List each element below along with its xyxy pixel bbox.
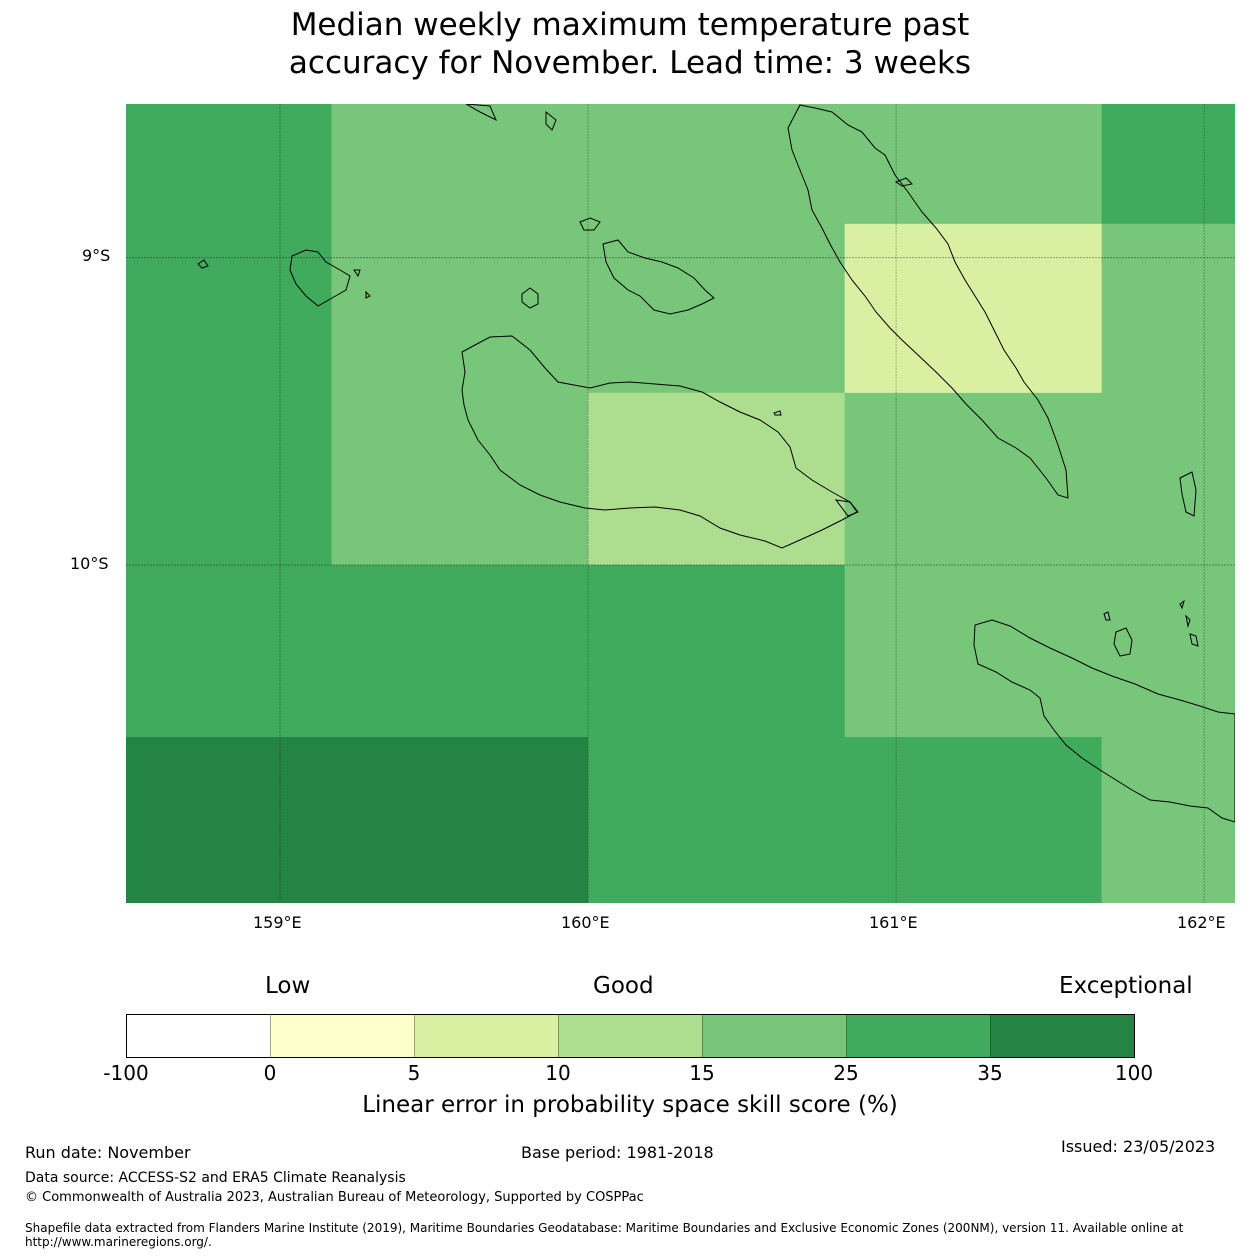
y-tick-label: 9°S	[82, 246, 111, 265]
skill-cell	[844, 104, 1103, 225]
shapefile-credit: Shapefile data extracted from Flanders M…	[25, 1221, 1184, 1249]
colorbar-tick-label: 100	[1114, 1061, 1154, 1085]
colorbar-swatch	[846, 1014, 991, 1058]
islet	[579, 217, 601, 231]
chart-title: Median weekly maximum temperature past a…	[0, 6, 1260, 82]
islet	[197, 259, 209, 269]
skill-cell	[588, 564, 846, 738]
copyright: © Commonwealth of Australia 2023, Austra…	[25, 1190, 644, 1205]
colorbar-tick-label: 25	[833, 1061, 859, 1085]
makira-coastline	[973, 619, 1235, 823]
islet	[1189, 633, 1199, 647]
skill-cell	[588, 392, 846, 566]
skill-cell	[126, 392, 332, 566]
islet	[773, 410, 782, 416]
islet	[545, 110, 557, 131]
savo-coastline	[521, 287, 539, 309]
islet	[353, 269, 361, 278]
islet	[894, 177, 914, 187]
colorbar-tick-label: 15	[689, 1061, 715, 1085]
florida-islands-coastline	[602, 239, 715, 315]
skill-cell	[1101, 223, 1235, 394]
skill-cell	[1101, 392, 1235, 566]
y-tick-label: 10°S	[70, 554, 109, 573]
skill-cell	[331, 223, 589, 394]
colorbar-swatch	[126, 1014, 271, 1058]
guadalcanal-coastline	[461, 335, 858, 549]
skill-cell	[331, 392, 589, 566]
colorbar-swatch	[414, 1014, 559, 1058]
colorbar-swatch	[270, 1014, 415, 1058]
data-source: Data source: ACCESS-S2 and ERA5 Climate …	[25, 1170, 406, 1186]
x-tick-label: 160°E	[561, 913, 610, 932]
skill-cell	[844, 564, 1103, 738]
skill-cell	[126, 104, 332, 225]
skill-cell	[331, 104, 589, 225]
run-date: Run date: November	[25, 1143, 191, 1162]
skill-cell	[588, 737, 846, 903]
base-period: Base period: 1981-2018	[521, 1143, 714, 1162]
colorbar-label: Linear error in probability space skill …	[362, 1092, 898, 1118]
islet	[465, 104, 497, 122]
skill-cell	[844, 392, 1103, 566]
skill-cell	[126, 564, 332, 738]
skill-cell	[331, 564, 589, 738]
islet	[1179, 471, 1197, 517]
russell-islands-coastline	[289, 249, 351, 307]
skill-cell	[331, 737, 589, 903]
title-line-1: Median weekly maximum temperature past	[290, 7, 970, 43]
colorbar-good-label: Good	[593, 973, 654, 999]
x-tick-label: 161°E	[869, 913, 918, 932]
colorbar-tick-label: 5	[407, 1061, 421, 1085]
islet	[1185, 614, 1191, 628]
islet	[365, 290, 371, 299]
ugi-coastline	[1113, 627, 1133, 657]
skill-cell	[844, 223, 1103, 394]
issued-date: Issued: 23/05/2023	[1061, 1137, 1216, 1156]
x-tick-label: 159°E	[253, 913, 302, 932]
colorbar	[126, 1014, 1135, 1058]
coastlines	[197, 104, 1235, 823]
colorbar-swatch	[702, 1014, 847, 1058]
skill-cell	[1101, 737, 1235, 903]
colorbar-tick-label: 35	[977, 1061, 1003, 1085]
x-tick-label: 162°E	[1177, 913, 1226, 932]
skill-map	[126, 104, 1235, 903]
skill-cell	[844, 737, 1103, 903]
colorbar-tick-label: -100	[103, 1061, 149, 1085]
islet	[1103, 611, 1111, 621]
skill-cell	[126, 223, 332, 394]
colorbar-swatch	[558, 1014, 703, 1058]
colorbar-exceptional-label: Exceptional	[1059, 973, 1193, 999]
skill-cell	[126, 737, 332, 903]
skill-cell	[588, 223, 846, 394]
islet	[834, 499, 859, 517]
title-line-2: accuracy for November. Lead time: 3 week…	[288, 45, 972, 81]
skill-cell	[1101, 104, 1235, 225]
skill-cell	[588, 104, 846, 225]
colorbar-low-label: Low	[265, 973, 311, 999]
skill-cell	[1101, 564, 1235, 738]
malaita-coastline	[787, 104, 1069, 499]
islet	[1179, 599, 1185, 610]
colorbar-tick-label: 10	[545, 1061, 571, 1085]
colorbar-tick-label: 0	[263, 1061, 277, 1085]
colorbar-swatch	[990, 1014, 1135, 1058]
